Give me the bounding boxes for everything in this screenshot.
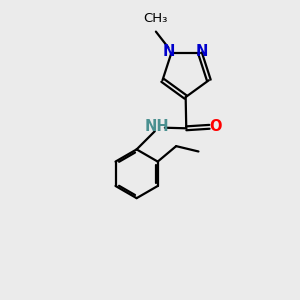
Text: O: O (210, 119, 222, 134)
Text: NH: NH (145, 119, 170, 134)
Text: N: N (196, 44, 208, 59)
Text: CH₃: CH₃ (144, 12, 168, 25)
Text: N: N (163, 44, 175, 59)
